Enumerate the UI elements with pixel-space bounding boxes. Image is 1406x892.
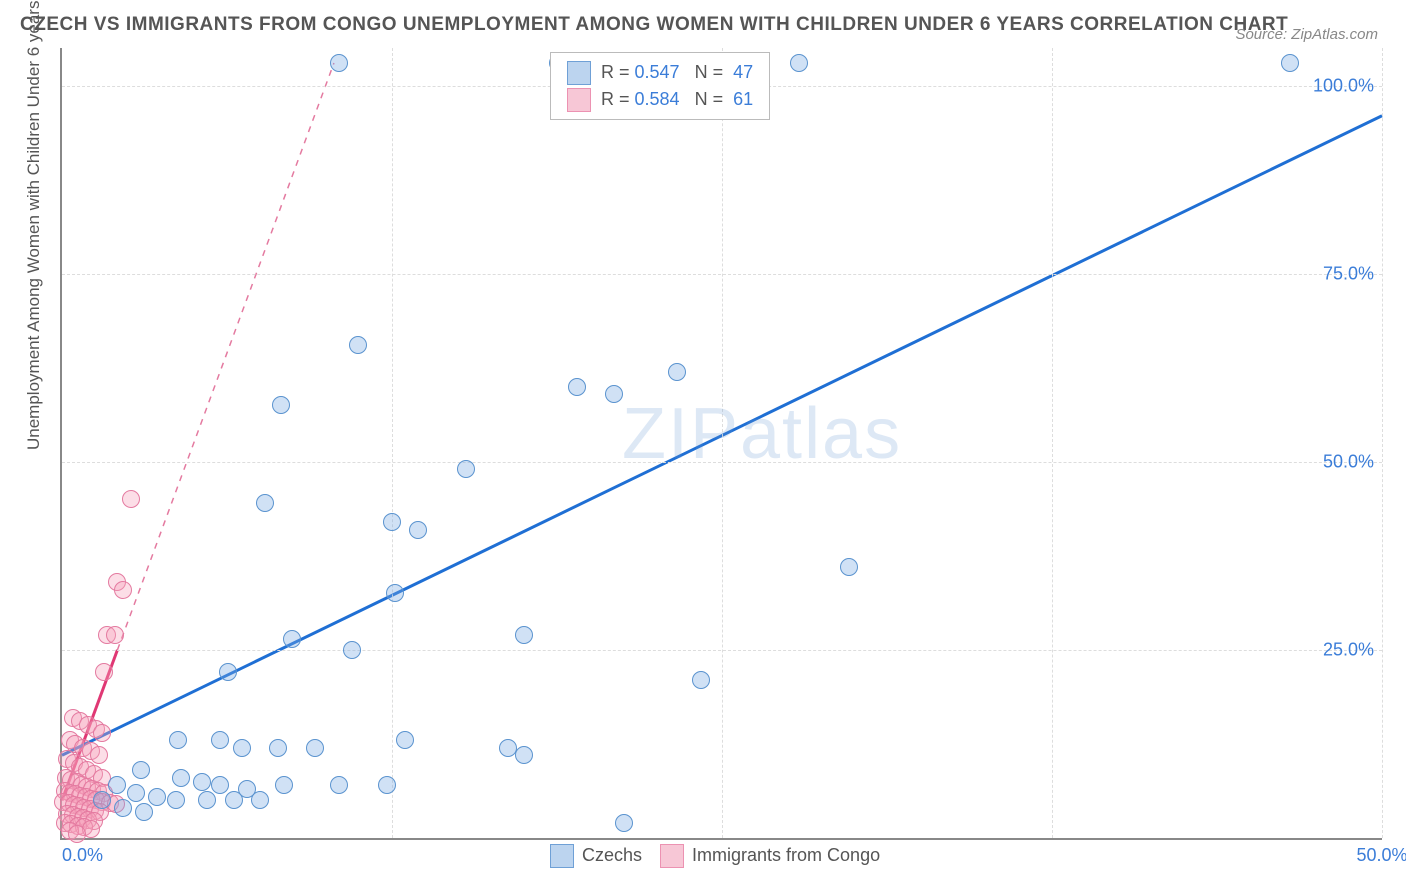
data-point <box>457 460 475 478</box>
source-label: Source: ZipAtlas.com <box>1235 26 1378 43</box>
stats-row-congo: R = 0.584 N = 61 <box>567 86 753 113</box>
data-point <box>233 739 251 757</box>
data-point <box>256 494 274 512</box>
data-point <box>1281 54 1299 72</box>
data-point <box>211 731 229 749</box>
grid-line-v <box>1052 48 1053 838</box>
data-point <box>396 731 414 749</box>
data-point <box>409 521 427 539</box>
y-tick-label: 75.0% <box>1323 263 1374 284</box>
data-point <box>122 490 140 508</box>
data-point <box>251 791 269 809</box>
y-tick-label: 100.0% <box>1313 75 1374 96</box>
data-point <box>605 385 623 403</box>
data-point <box>568 378 586 396</box>
legend-label-congo: Immigrants from Congo <box>692 845 880 865</box>
data-point <box>515 626 533 644</box>
y-tick-label: 25.0% <box>1323 639 1374 660</box>
data-point <box>93 791 111 809</box>
data-point <box>349 336 367 354</box>
data-point <box>108 776 126 794</box>
data-point <box>68 825 86 843</box>
x-tick-label: 0.0% <box>62 845 103 866</box>
data-point <box>95 663 113 681</box>
grid-line-v <box>722 48 723 838</box>
data-point <box>219 663 237 681</box>
data-point <box>132 761 150 779</box>
data-point <box>386 584 404 602</box>
data-point <box>198 791 216 809</box>
data-point <box>269 739 287 757</box>
data-point <box>167 791 185 809</box>
data-point <box>106 626 124 644</box>
grid-line-v <box>392 48 393 838</box>
data-point <box>306 739 324 757</box>
data-point <box>193 773 211 791</box>
data-point <box>615 814 633 832</box>
data-point <box>114 581 132 599</box>
legend-swatch-czechs <box>550 844 574 868</box>
data-point <box>275 776 293 794</box>
data-point <box>692 671 710 689</box>
data-point <box>343 641 361 659</box>
data-point <box>93 724 111 742</box>
swatch-czechs <box>567 61 591 85</box>
legend-label-czechs: Czechs <box>582 845 642 865</box>
data-point <box>330 776 348 794</box>
series-legend: Czechs Immigrants from Congo <box>532 844 880 868</box>
data-point <box>172 769 190 787</box>
data-point <box>330 54 348 72</box>
data-point <box>272 396 290 414</box>
swatch-congo <box>567 88 591 112</box>
grid-line-v <box>1382 48 1383 838</box>
data-point <box>840 558 858 576</box>
data-point <box>515 746 533 764</box>
stats-row-czechs: R = 0.547 N = 47 <box>567 59 753 86</box>
data-point <box>225 791 243 809</box>
data-point <box>790 54 808 72</box>
stats-legend: R = 0.547 N = 47R = 0.584 N = 61 <box>550 52 770 120</box>
data-point <box>148 788 166 806</box>
plot-area: 25.0%50.0%75.0%100.0%0.0%50.0%ZIPatlasR … <box>60 48 1382 840</box>
data-point <box>114 799 132 817</box>
data-point <box>383 513 401 531</box>
data-point <box>668 363 686 381</box>
chart-title: CZECH VS IMMIGRANTS FROM CONGO UNEMPLOYM… <box>20 14 1288 36</box>
data-point <box>135 803 153 821</box>
data-point <box>169 731 187 749</box>
data-point <box>211 776 229 794</box>
data-point <box>283 630 301 648</box>
x-tick-label: 50.0% <box>1356 845 1406 866</box>
trend-line <box>117 63 333 650</box>
y-axis-label: Unemployment Among Women with Children U… <box>24 1 44 450</box>
data-point <box>90 746 108 764</box>
y-tick-label: 50.0% <box>1323 451 1374 472</box>
data-point <box>378 776 396 794</box>
data-point <box>127 784 145 802</box>
legend-swatch-congo <box>660 844 684 868</box>
